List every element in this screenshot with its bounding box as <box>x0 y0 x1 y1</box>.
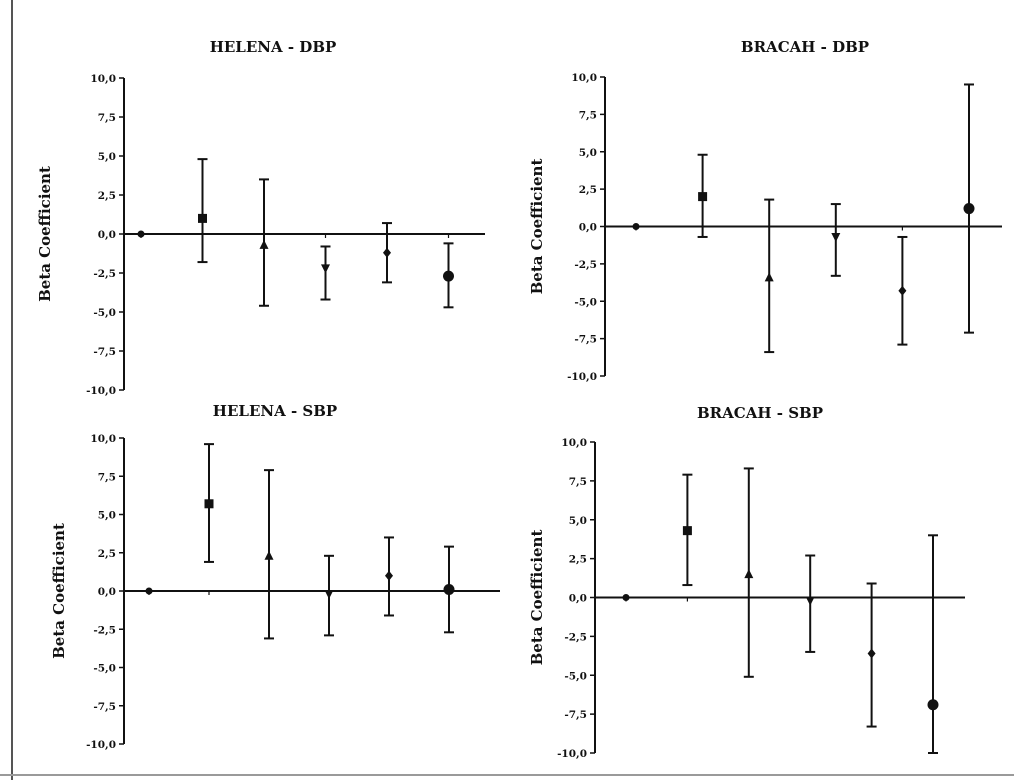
estimate-marker <box>764 272 774 282</box>
estimate-marker <box>682 526 692 536</box>
y-tick-label: -7,5 <box>93 346 116 358</box>
y-tick-label: -2,5 <box>93 268 116 280</box>
estimate-marker <box>963 203 975 215</box>
y-tick-label: -10,0 <box>86 739 116 751</box>
estimate-marker <box>443 270 454 282</box>
estimate-marker <box>622 594 630 601</box>
estimate-marker <box>204 499 214 509</box>
y-axis-label: Beta Coefficient <box>36 166 54 302</box>
y-tick-label: 10,0 <box>561 437 587 449</box>
y-tick-label: 0,0 <box>569 593 587 605</box>
chart-helena-sbp: HELENA - SBP Beta Coefficient 10,0 7,5 5,0… <box>50 402 500 751</box>
chart-title: HELENA - DBP <box>210 38 337 56</box>
y-tick-label: 2,5 <box>579 184 597 196</box>
y-tick-label: 2,5 <box>569 554 587 566</box>
y-tick-label: 0,0 <box>98 229 116 241</box>
y-tick-label: 5,0 <box>98 510 116 522</box>
estimate-marker <box>145 587 153 595</box>
y-axis-label: Beta Coefficient <box>528 530 546 666</box>
y-axis-label: Beta Coefficient <box>528 159 546 295</box>
y-tick-label: 5,0 <box>579 147 597 159</box>
estimate-marker <box>744 569 754 579</box>
y-tick-label: -7,5 <box>93 701 116 713</box>
y-tick-label: 2,5 <box>98 548 116 560</box>
y-tick-label: -10,0 <box>567 371 597 383</box>
y-tick-label: 10,0 <box>90 73 116 85</box>
left-border-rule <box>11 0 13 780</box>
y-axis-label: Beta Coefficient <box>50 523 68 659</box>
estimate-marker <box>324 590 334 600</box>
chart-title: HELENA - SBP <box>213 402 337 420</box>
estimate-marker <box>927 699 939 711</box>
y-tick-label: 7,5 <box>98 471 116 483</box>
estimate-marker <box>805 596 815 606</box>
y-tick-label: -10,0 <box>557 748 587 760</box>
y-tick-label: -5,0 <box>93 663 116 675</box>
y-tick-label: -2,5 <box>93 624 116 636</box>
estimate-marker <box>698 192 708 202</box>
y-tick-label: 10,0 <box>571 72 597 84</box>
y-tick-label: 2,5 <box>98 190 116 202</box>
chart-title: BRACAH - DBP <box>741 38 869 56</box>
y-tick-label: -10,0 <box>86 385 116 397</box>
chart-bracah-dbp: BRACAH - DBP Beta Coefficient 10,0 7,5 5,0… <box>528 38 1002 383</box>
y-tick-label: -2,5 <box>564 631 587 643</box>
estimate-marker <box>259 239 269 249</box>
y-tick-label: 5,0 <box>98 151 116 163</box>
y-tick-label: 7,5 <box>98 112 116 124</box>
y-tick-label: -7,5 <box>564 709 587 721</box>
chart-helena-dbp: HELENA - DBP Beta Coefficient 10,0 7,5 5,0… <box>36 38 485 397</box>
y-tick-label: 0,0 <box>98 586 116 598</box>
estimate-marker <box>383 247 391 258</box>
estimate-marker <box>198 213 207 223</box>
estimate-marker <box>321 264 330 274</box>
estimate-marker <box>443 583 455 595</box>
y-tick-label: 5,0 <box>569 515 587 527</box>
estimate-marker <box>632 223 640 230</box>
estimate-marker <box>831 232 841 242</box>
estimate-marker <box>385 570 393 581</box>
estimate-marker <box>137 230 145 238</box>
y-tick-label: -7,5 <box>574 334 597 346</box>
y-tick-label: -5,0 <box>574 296 597 308</box>
y-tick-label: 10,0 <box>90 433 116 445</box>
y-tick-label: -5,0 <box>564 670 587 682</box>
y-tick-label: 7,5 <box>579 109 597 121</box>
y-tick-label: 7,5 <box>569 476 587 488</box>
bottom-border-rule <box>0 774 1014 776</box>
chart-bracah-sbp: BRACAH - SBP Beta Coefficient 10,0 7,5 5,0… <box>528 404 965 760</box>
y-tick-label: -5,0 <box>93 307 116 319</box>
chart-title: BRACAH - SBP <box>697 404 823 422</box>
y-tick-label: -2,5 <box>574 259 597 271</box>
estimate-marker <box>264 550 274 560</box>
estimate-marker <box>898 285 907 296</box>
y-tick-label: 0,0 <box>579 222 597 234</box>
estimate-marker <box>867 648 876 659</box>
